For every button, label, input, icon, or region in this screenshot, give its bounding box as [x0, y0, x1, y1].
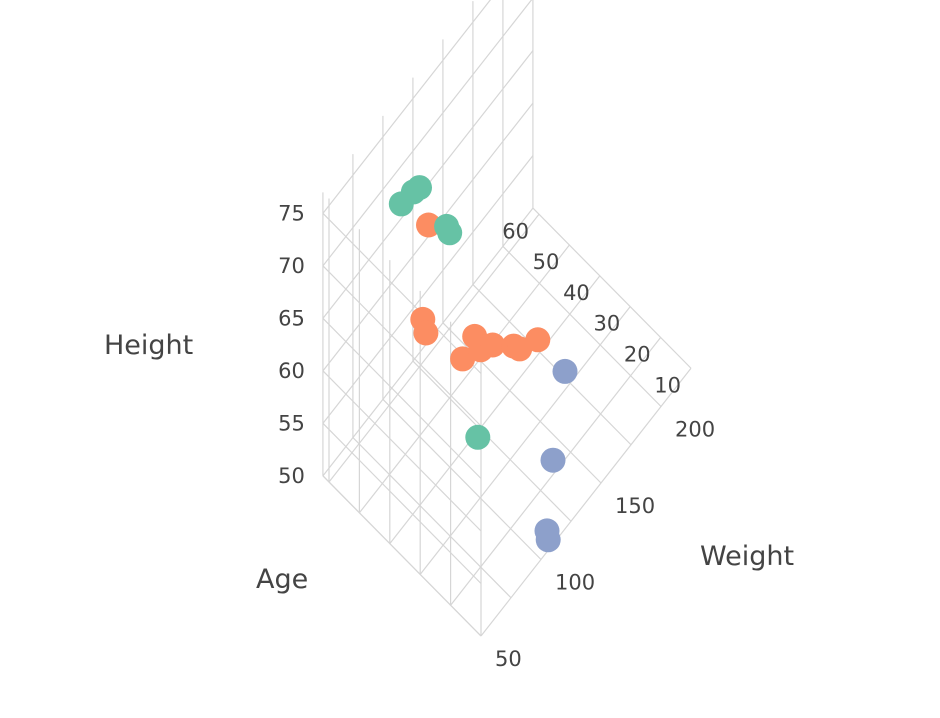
data-point	[437, 220, 463, 246]
grid-line	[322, 370, 482, 532]
data-point	[413, 320, 439, 346]
tick-label-height: 70	[278, 254, 305, 278]
grid-line	[322, 0, 533, 267]
grid-layer	[322, 0, 692, 637]
grid-line	[472, 284, 632, 446]
grid-line	[532, 207, 692, 369]
axis-titles: Height Age Weight	[104, 330, 794, 595]
grid-line	[322, 317, 482, 479]
data-point	[416, 212, 441, 238]
grid-line	[328, 213, 540, 483]
grid-line	[322, 212, 482, 374]
tick-label-weight: 200	[675, 418, 715, 442]
data-point	[465, 424, 491, 450]
tick-label-age: 50	[533, 250, 560, 274]
tick-label-height: 65	[278, 306, 305, 330]
grid-line	[412, 360, 572, 522]
tick-label-age: 40	[563, 281, 590, 305]
tick-label-age: 10	[654, 373, 681, 397]
tick-label-age: 60	[502, 219, 529, 243]
data-point	[540, 447, 566, 473]
tick-label-height: 50	[278, 464, 305, 488]
grid-line	[352, 437, 512, 599]
tick-label-height: 60	[278, 359, 305, 383]
grid-line	[480, 367, 692, 637]
grid-line	[322, 0, 492, 214]
points-layer	[388, 175, 578, 553]
tick-label-height: 55	[278, 411, 305, 435]
grid-line	[419, 306, 631, 575]
axis-title-weight: Weight	[700, 541, 794, 572]
tick-label-age: 20	[624, 343, 651, 367]
axis-title-age: Age	[256, 564, 308, 595]
data-point	[552, 358, 578, 384]
grid-line	[322, 265, 482, 427]
data-point	[407, 175, 432, 201]
data-point	[525, 327, 551, 353]
grid-line	[322, 422, 482, 584]
grid-line	[502, 245, 662, 407]
grid-line	[389, 275, 601, 544]
tick-label-weight: 100	[555, 571, 595, 595]
tick-label-height: 75	[278, 201, 305, 225]
tick-label-weight: 150	[615, 494, 655, 518]
axis-title-height: Height	[104, 330, 193, 361]
data-point	[480, 332, 506, 358]
tick-label-weight: 50	[495, 647, 522, 671]
grid-line	[322, 475, 482, 637]
data-point	[535, 527, 561, 553]
grid-line	[322, 155, 534, 424]
tick-label-age: 30	[593, 312, 620, 336]
grid-line	[382, 398, 542, 560]
grid-line	[358, 244, 570, 514]
